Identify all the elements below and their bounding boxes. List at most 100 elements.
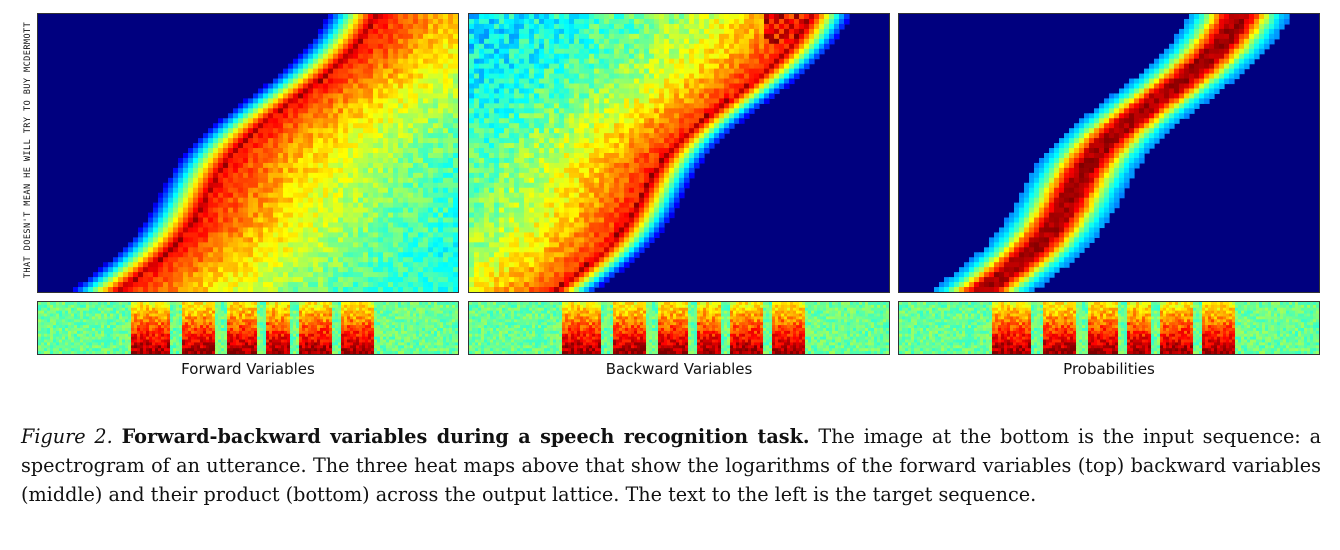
heatmap-cell: [317, 227, 324, 234]
spectrogram-cell: [151, 330, 156, 335]
spectrogram-cell: [281, 307, 285, 312]
heatmap-cell: [222, 133, 229, 139]
spectrogram-cell: [245, 319, 249, 323]
heatmap-cell: [443, 207, 449, 214]
spectrogram-cell: [65, 336, 69, 341]
spectrogram-cell: [107, 342, 111, 346]
spectrogram-cell: [227, 307, 231, 312]
heatmap-cell: [182, 167, 189, 174]
heatmap-cell: [262, 98, 269, 104]
spectrogram-cell: [86, 328, 90, 332]
spectrogram-cell: [281, 339, 285, 343]
spectrogram-cell: [80, 336, 84, 341]
spectrogram-cell: [187, 325, 192, 329]
spectrogram-cell: [98, 302, 102, 306]
heatmap-cell: [422, 242, 429, 248]
heatmap-cell: [317, 73, 324, 80]
spectrogram-cell: [449, 302, 453, 306]
spectrogram-cell: [292, 342, 297, 346]
heatmap-cell: [248, 242, 254, 248]
spectrogram-cell: [434, 328, 438, 332]
heatmap-cell: [222, 123, 229, 129]
heatmap-cell: [163, 287, 169, 292]
heatmap-cell: [363, 63, 369, 70]
heatmap-cell: [432, 267, 439, 273]
heatmap-cell: [382, 232, 389, 238]
heatmap-cell: [182, 252, 189, 258]
spectrogram-cell: [134, 336, 138, 341]
heatmap-cell: [443, 237, 449, 243]
spectrogram-cell: [401, 336, 405, 341]
heatmap-cell: [348, 78, 354, 85]
spectrogram-cell: [365, 316, 369, 320]
heatmap-cell: [373, 262, 379, 268]
heatmap-cell: [187, 197, 194, 204]
spectrogram-cell: [98, 330, 102, 335]
heatmap-cell: [378, 207, 384, 214]
heatmap-cell: [407, 267, 414, 273]
heatmap-cell: [353, 262, 359, 268]
heatmap-cell: [252, 247, 259, 253]
spectrogram-cell: [206, 339, 210, 343]
heatmap-cell: [323, 63, 329, 70]
heatmap-cell: [407, 237, 414, 243]
heatmap-cell: [302, 247, 309, 253]
heatmap-cell: [298, 257, 304, 263]
heatmap-cell: [403, 48, 409, 55]
heatmap-cell: [193, 242, 199, 248]
spectrogram-cell: [287, 310, 291, 315]
heatmap-cell: [418, 63, 424, 70]
heatmap-cell: [248, 197, 254, 204]
heatmap-cell: [338, 197, 344, 204]
heatmap-cell: [392, 98, 399, 104]
heatmap-cell: [178, 272, 184, 278]
heatmap-cell: [252, 148, 259, 154]
spectrogram-cell: [311, 330, 315, 335]
spectrogram-cell: [185, 328, 189, 332]
spectrogram-cell: [172, 307, 177, 312]
heatmap-cell: [332, 172, 339, 179]
spectrogram-cell: [235, 325, 240, 329]
spectrogram-cell: [451, 322, 456, 326]
spectrogram-cell: [130, 319, 135, 323]
heatmap-cell: [447, 33, 454, 40]
spectrogram-cell: [325, 333, 330, 338]
heatmap-cell: [308, 247, 314, 253]
heatmap-cell: [367, 93, 374, 99]
spectrogram-cell: [353, 302, 357, 306]
spectrogram-cell: [61, 313, 66, 317]
spectrogram-cell: [407, 304, 411, 309]
spectrogram-cell: [269, 304, 273, 309]
spectrogram-cell: [166, 304, 171, 309]
heatmap-cell: [302, 153, 309, 159]
heatmap-cell: [407, 252, 414, 258]
heatmap-cell: [197, 222, 204, 229]
spectrogram-cell: [140, 322, 144, 326]
spectrogram-cell: [101, 330, 105, 335]
spectrogram-cell: [397, 302, 402, 306]
heatmap-cell: [258, 277, 264, 283]
heatmap-cell: [437, 68, 444, 75]
spectrogram-cell: [317, 322, 321, 326]
target-sequence-label: THAT DOESN'T MEAN HE WILL TRY TO BUY MCD…: [23, 21, 33, 279]
heatmap-cell: [388, 153, 394, 159]
heatmap-cell: [143, 267, 149, 273]
spectrogram-cell: [157, 330, 162, 335]
spectrogram-cell: [164, 307, 168, 312]
heatmap-cell: [453, 287, 458, 292]
spectrogram-cell: [323, 310, 327, 315]
spectrogram-cell: [77, 339, 81, 343]
spectrogram-cell: [229, 307, 234, 312]
spectrogram-cell: [277, 339, 282, 343]
heatmap-cell: [332, 138, 339, 144]
spectrogram-cell: [281, 302, 285, 306]
spectrogram-cell: [437, 328, 441, 332]
heatmap-cell: [277, 148, 284, 154]
spectrogram-cell: [296, 325, 300, 329]
heatmap-cell: [178, 212, 184, 219]
spectrogram-cell: [191, 319, 195, 323]
spectrogram-cell: [319, 313, 324, 317]
heatmap-cell: [302, 78, 309, 85]
heatmap-cell: [443, 197, 449, 204]
heatmap-cell: [287, 232, 294, 238]
